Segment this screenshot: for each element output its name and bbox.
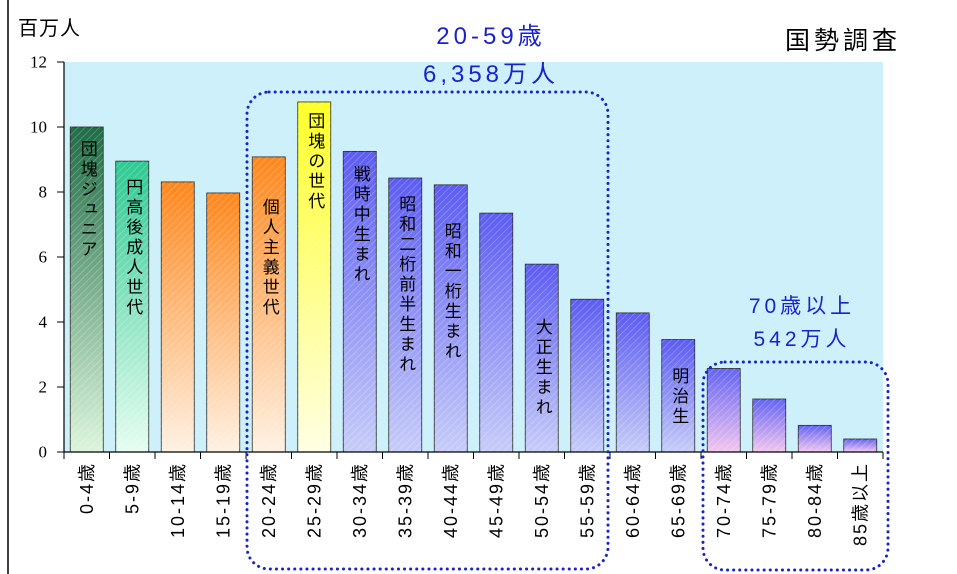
x-tick-label: 10-14歳 — [168, 462, 188, 538]
y-axis-unit-label: 百万人 — [18, 17, 81, 40]
x-tick-label: 75-79歳 — [759, 462, 779, 538]
bar — [388, 177, 423, 453]
source-note: 国勢調査 — [785, 27, 901, 55]
x-tick-label: 80-84歳 — [805, 462, 825, 538]
working-age-group-box — [245, 90, 610, 571]
x-tick-label: 65-69歳 — [668, 462, 688, 538]
x-tick-label: 15-19歳 — [213, 462, 233, 538]
x-tick-label: 40-44歳 — [441, 462, 461, 538]
bar — [797, 424, 832, 453]
x-axis-ticks: 0-4歳 5-9歳 10-14歳 15-19歳 20-24歳 25-29歳 30-34歳 35… — [77, 462, 871, 546]
x-tick-label: 55-59歳 — [577, 462, 597, 538]
x-tick-label: 20-24歳 — [259, 462, 279, 538]
y-axis-ticks: 0 2 4 6 8 10 12 — [30, 53, 64, 462]
working-age-total-label: 6,358万人 — [423, 61, 559, 88]
bar — [297, 101, 332, 453]
bar — [706, 368, 741, 453]
bar — [615, 312, 650, 453]
x-tick-label: 45-49歳 — [486, 462, 506, 538]
bar — [433, 184, 468, 453]
plot-area — [64, 62, 883, 452]
x-tick-label: 30-34歳 — [350, 462, 370, 538]
y-tick-label: 6 — [39, 248, 48, 267]
x-tick-label: 50-54歳 — [532, 462, 552, 538]
elderly-range-label: 70歳以上 — [749, 295, 855, 318]
bar — [661, 339, 696, 453]
x-tick-label: 70-74歳 — [714, 462, 734, 538]
bar — [206, 192, 241, 453]
bar — [752, 398, 787, 453]
x-tick-label: 60-64歳 — [623, 462, 643, 538]
bar — [479, 212, 514, 453]
elderly-total-label: 542万人 — [753, 328, 850, 351]
y-tick-label: 12 — [30, 53, 47, 72]
bar — [524, 263, 559, 453]
x-tick-label: 85歳以上 — [850, 462, 870, 546]
x-tick-label: 0-4歳 — [77, 462, 97, 514]
elderly-group-box — [701, 360, 890, 572]
bar — [69, 126, 104, 453]
y-tick-label: 0 — [39, 443, 48, 462]
x-tick-label: 35-39歳 — [395, 462, 415, 538]
y-tick-label: 2 — [39, 378, 48, 397]
bar — [570, 298, 605, 453]
y-tick-label: 10 — [30, 118, 47, 137]
bar — [160, 181, 195, 453]
y-tick-label: 4 — [39, 313, 48, 332]
y-tick-label: 8 — [39, 183, 48, 202]
bar — [843, 438, 878, 453]
x-tick-label: 5-9歳 — [122, 462, 142, 514]
working-age-range-label: 20-59歳 — [436, 23, 545, 50]
bar — [251, 156, 286, 453]
bar — [342, 150, 377, 453]
group-highlight-boxes — [245, 90, 890, 572]
x-tick-label: 25-29歳 — [304, 462, 324, 538]
bar — [115, 160, 150, 453]
